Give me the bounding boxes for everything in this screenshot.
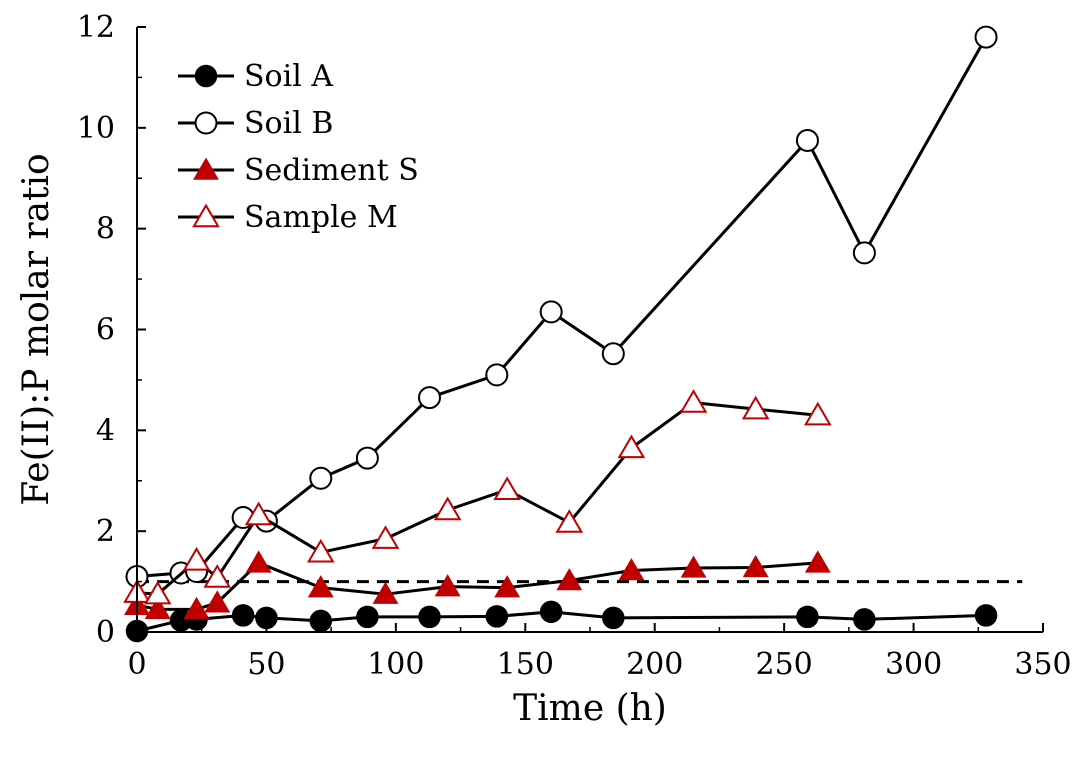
y-tick-label: 4 bbox=[96, 413, 115, 448]
data-point-soil-a bbox=[974, 604, 998, 627]
data-point-sample-m bbox=[433, 496, 462, 521]
data-point-sediment-s bbox=[434, 574, 461, 597]
data-point-sample-m bbox=[371, 525, 400, 549]
x-tick-label: 250 bbox=[756, 647, 813, 682]
legend-marker-sample-m bbox=[192, 203, 220, 228]
series-sediment-s bbox=[124, 550, 831, 620]
data-point-soil-a bbox=[485, 605, 509, 628]
data-point-soil-a bbox=[418, 605, 441, 629]
data-point-sediment-s bbox=[494, 575, 521, 598]
data-point-sample-m bbox=[182, 546, 211, 571]
legend-marker-sediment-s bbox=[193, 157, 219, 180]
data-point-soil-a bbox=[853, 608, 876, 631]
x-tick-label: 300 bbox=[885, 647, 942, 682]
data-point-sample-m bbox=[741, 395, 770, 420]
x-tick-label: 350 bbox=[1014, 647, 1071, 682]
legend: Soil A Soil B Sediment S Sample M bbox=[178, 59, 419, 235]
data-point-soil-b bbox=[485, 363, 509, 387]
data-point-soil-a bbox=[356, 605, 379, 629]
axes-layer: 0 2 4 6 8 10 12 0 50 100 150 200 250 300 350 bbox=[77, 10, 1072, 682]
data-point-sediment-s bbox=[372, 581, 399, 604]
data-point-soil-b bbox=[539, 300, 563, 324]
data-point-soil-b bbox=[355, 446, 379, 470]
data-point-soil-a bbox=[309, 609, 333, 633]
data-point-sediment-s bbox=[204, 590, 231, 613]
data-point-sediment-s bbox=[556, 568, 583, 591]
legend-label: Soil A bbox=[244, 59, 333, 94]
y-tick-label: 2 bbox=[96, 514, 115, 549]
data-point-sediment-s bbox=[742, 554, 769, 578]
data-point-sediment-s bbox=[183, 596, 210, 620]
data-point-sample-m bbox=[493, 476, 521, 501]
data-point-sample-m bbox=[143, 580, 172, 605]
legend-label: Sample M bbox=[244, 200, 398, 235]
data-point-soil-b bbox=[974, 25, 998, 49]
data-point-soil-b bbox=[601, 342, 625, 366]
y-tick-label: 12 bbox=[77, 10, 115, 45]
data-point-sample-m bbox=[203, 564, 232, 588]
data-point-sample-m bbox=[306, 538, 335, 563]
series-line-sediment-s bbox=[136, 561, 818, 611]
data-point-sediment-s bbox=[307, 575, 334, 598]
data-point-soil-a bbox=[231, 604, 255, 627]
x-tick-label: 50 bbox=[247, 647, 285, 682]
data-point-sample-m bbox=[555, 509, 584, 533]
y-tick-label: 8 bbox=[96, 212, 115, 247]
data-point-sample-m bbox=[617, 434, 646, 459]
data-point-sediment-s bbox=[804, 550, 831, 573]
data-point-soil-a bbox=[539, 600, 563, 624]
x-tick-label: 150 bbox=[497, 647, 554, 682]
data-point-sediment-s bbox=[680, 555, 707, 578]
y-tick-label: 10 bbox=[77, 111, 115, 146]
data-point-soil-b bbox=[309, 466, 333, 490]
data-point-soil-a bbox=[602, 606, 625, 630]
y-tick-label: 6 bbox=[96, 313, 115, 348]
series-sample-m bbox=[123, 389, 832, 605]
data-point-sample-m bbox=[679, 389, 708, 413]
legend-item-soil-a: Soil A bbox=[178, 59, 333, 94]
data-point-soil-b bbox=[852, 241, 876, 265]
x-tick-label: 0 bbox=[127, 647, 146, 682]
legend-item-sediment-s: Sediment S bbox=[178, 153, 419, 188]
x-axis-title: Time (h) bbox=[513, 688, 667, 729]
series-line-sample-m bbox=[136, 401, 818, 596]
legend-label: Sediment S bbox=[244, 153, 419, 188]
data-point-sediment-s bbox=[245, 550, 272, 573]
x-tick-label: 100 bbox=[367, 647, 424, 682]
x-tick-label: 200 bbox=[626, 647, 683, 682]
data-point-sediment-s bbox=[618, 557, 645, 581]
data-point-sample-m bbox=[803, 401, 832, 426]
y-axis-title: Fe(II):P molar ratio bbox=[16, 153, 57, 505]
legend-marker-soil-a bbox=[194, 64, 218, 88]
data-point-soil-a bbox=[796, 605, 819, 629]
series-soil-a bbox=[125, 600, 998, 643]
legend-marker-soil-b bbox=[194, 111, 218, 135]
data-point-soil-b bbox=[795, 128, 819, 152]
data-point-sample-m bbox=[244, 501, 273, 526]
legend-item-soil-b: Soil B bbox=[178, 106, 333, 141]
series-layer bbox=[123, 25, 998, 643]
legend-item-sample-m: Sample M bbox=[178, 200, 398, 235]
y-tick-label: 0 bbox=[96, 615, 115, 650]
legend-label: Soil B bbox=[244, 106, 333, 141]
data-point-sediment-s bbox=[144, 596, 171, 620]
data-point-soil-b bbox=[418, 386, 442, 410]
